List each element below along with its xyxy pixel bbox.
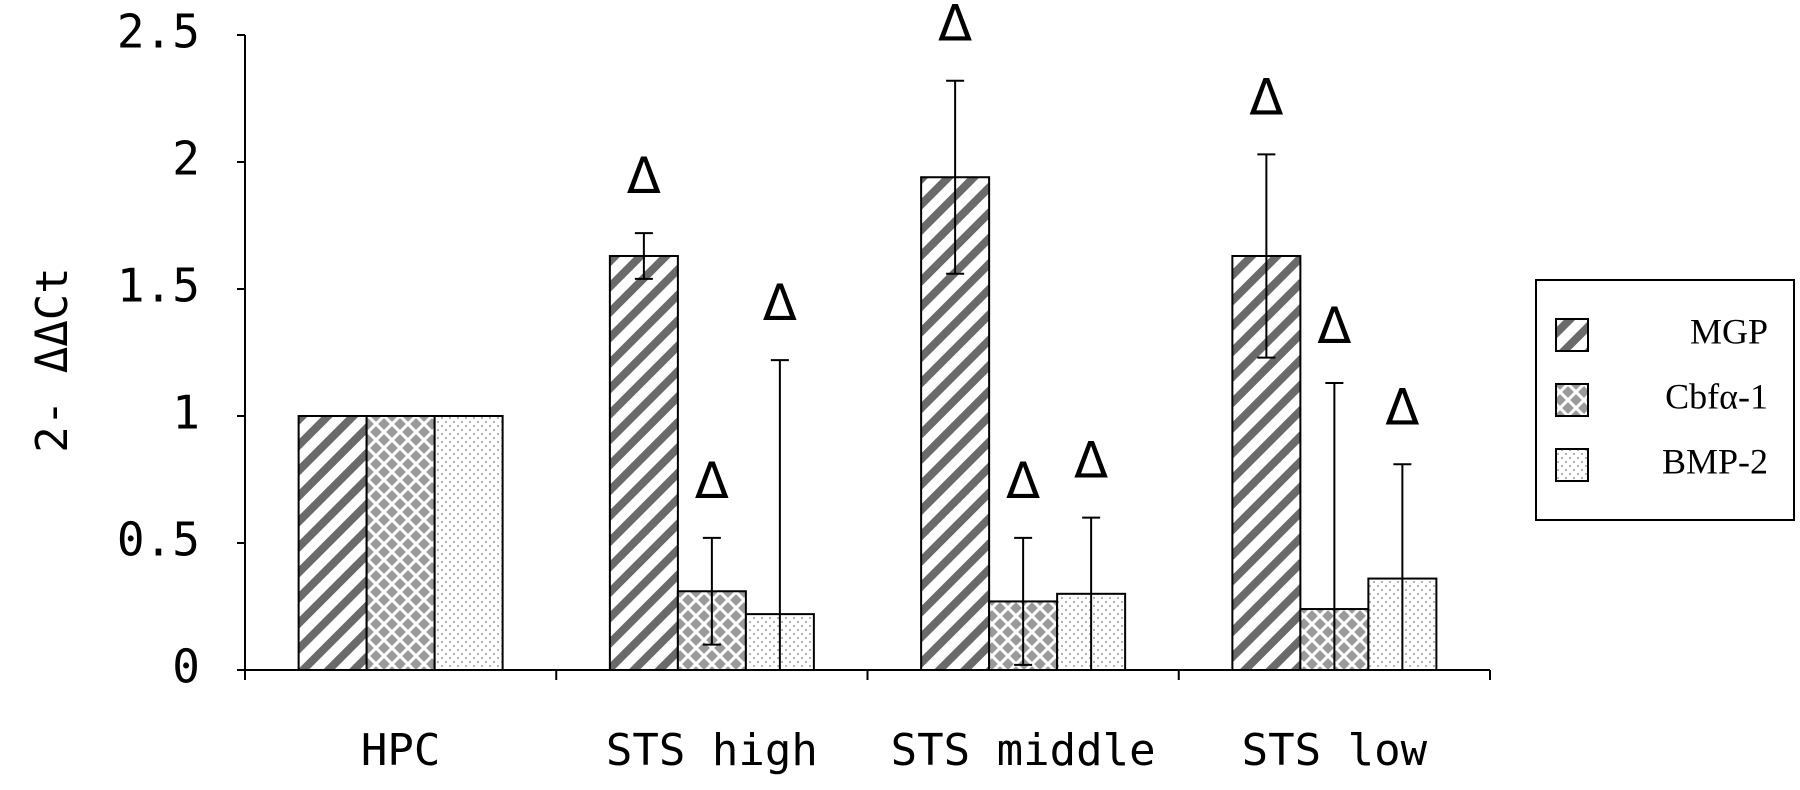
y-tick-label: 2.5: [117, 5, 200, 59]
significance-marker: Δ: [695, 452, 729, 510]
x-tick-label: HPC: [361, 725, 440, 776]
bars: [297, 176, 1438, 672]
significance-marker: Δ: [938, 0, 972, 53]
legend-swatch: [1555, 383, 1589, 417]
legend-label: BMP-2: [1662, 441, 1768, 481]
bar: [1231, 254, 1302, 671]
legend-swatch: [1555, 318, 1589, 352]
significance-marker: Δ: [1006, 452, 1040, 510]
legend-swatch: [1555, 448, 1589, 482]
y-tick-label: 0.5: [117, 513, 200, 567]
significance-marker: Δ: [1317, 297, 1351, 355]
bar: [365, 415, 436, 671]
y-tick-label: 2: [172, 132, 200, 186]
significance-marker: Δ: [1249, 68, 1283, 126]
error-bars: [634, 79, 1412, 671]
legend-label: Cbfα-1: [1665, 376, 1768, 416]
significance-marker: Δ: [1074, 432, 1108, 490]
y-ticks: 0 0.5 1 1.5 2 2.5: [117, 5, 245, 694]
y-tick-label: 0: [172, 640, 200, 694]
x-tick-label: STS high: [606, 725, 818, 776]
bar: [608, 254, 679, 671]
bar: [433, 415, 504, 671]
x-ticks: HPC STS high STS middle STS low: [244, 670, 1491, 776]
significance-marker: Δ: [763, 274, 797, 332]
legend-label: MGP: [1690, 311, 1768, 351]
legend: MGP Cbfα-1 BMP-2: [1535, 279, 1795, 521]
significance-marker: Δ: [627, 147, 661, 205]
y-tick-label: 1.5: [117, 259, 200, 313]
y-axis-label: 2- ΔΔCt: [27, 267, 78, 452]
x-tick-label: STS low: [1242, 725, 1428, 776]
bar: [297, 415, 368, 671]
x-tick-label: STS middle: [891, 725, 1156, 776]
y-tick-label: 1: [172, 386, 200, 440]
significance-marker: Δ: [1385, 378, 1419, 436]
